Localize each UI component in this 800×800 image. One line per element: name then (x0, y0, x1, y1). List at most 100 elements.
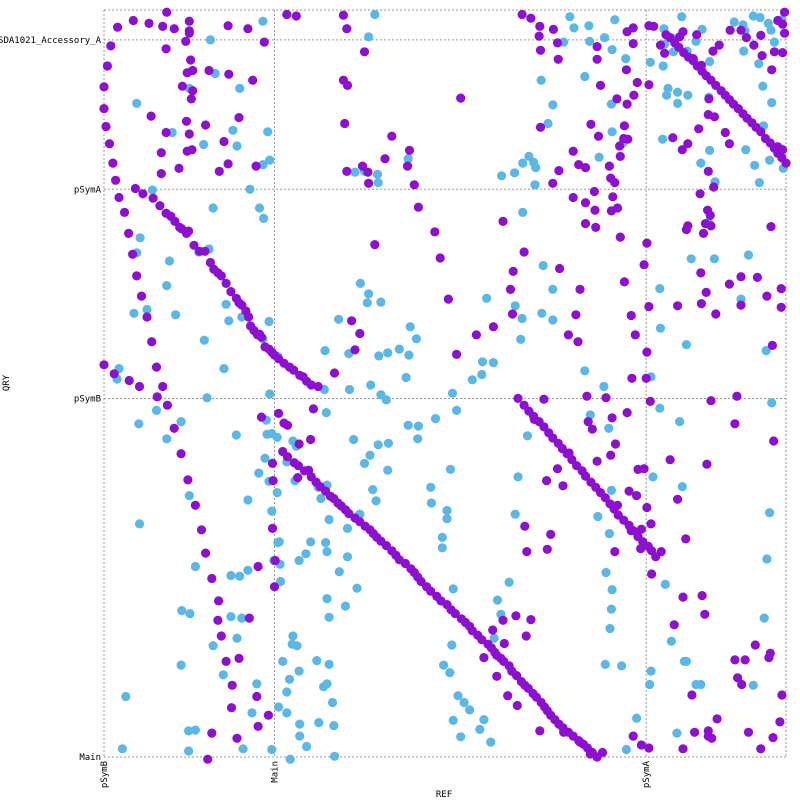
forward-point (267, 744, 277, 755)
reverse-point (564, 448, 574, 458)
forward-point (259, 213, 269, 223)
reverse-point (776, 302, 786, 312)
forward-point (334, 567, 344, 577)
reverse-point (402, 161, 413, 171)
forward-point (683, 90, 693, 100)
reverse-point (508, 266, 518, 276)
forward-point (319, 682, 329, 692)
reverse-point (677, 145, 687, 155)
reverse-point (426, 586, 436, 596)
reverse-point (665, 455, 675, 465)
forward-point (171, 310, 181, 320)
reverse-point (443, 294, 453, 304)
reverse-point (499, 638, 509, 649)
forward-point (312, 656, 322, 666)
reverse-point (263, 710, 273, 720)
forward-point (254, 203, 265, 213)
reverse-point (156, 169, 166, 179)
reverse-point (582, 391, 592, 401)
reverse-point (615, 151, 625, 161)
reverse-point (186, 55, 196, 65)
forward-point (475, 724, 485, 735)
grid-lines (103, 9, 787, 758)
reverse-point (111, 175, 121, 185)
forward-point (537, 308, 547, 318)
reverse-point (733, 673, 743, 683)
reverse-point (606, 450, 616, 460)
forward-point (218, 670, 228, 680)
reverse-point (498, 216, 508, 226)
forward-point (755, 12, 765, 23)
reverse-point (201, 120, 211, 130)
reverse-point (108, 158, 118, 168)
reverse-point (176, 449, 186, 459)
reverse-point (146, 111, 156, 121)
forward-point (121, 691, 131, 702)
reverse-point (750, 640, 760, 650)
forward-point (185, 609, 195, 619)
forward-point (295, 731, 305, 741)
reverse-point (778, 19, 788, 29)
reverse-point (256, 412, 267, 422)
forward-point (262, 429, 272, 439)
forward-point (510, 509, 520, 519)
reverse-point (767, 65, 777, 75)
forward-point (265, 389, 275, 399)
reverse-point (340, 118, 350, 129)
reverse-point (293, 461, 303, 471)
forward-point (452, 405, 462, 415)
forward-point (147, 185, 157, 195)
forward-point (437, 532, 447, 543)
forward-point (646, 666, 656, 676)
reverse-point (756, 744, 766, 754)
forward-point (151, 405, 162, 415)
forward-point (314, 718, 324, 728)
forward-point (430, 414, 441, 424)
reverse-point (700, 219, 711, 229)
forward-point (445, 668, 455, 678)
reverse-point (162, 7, 172, 17)
reverse-point (552, 464, 563, 474)
forward-point (372, 169, 383, 179)
forward-point (404, 350, 414, 360)
forward-point (673, 98, 683, 108)
forward-point (754, 178, 765, 188)
forward-point (584, 21, 594, 31)
reverse-alignment-points (99, 7, 791, 764)
reverse-point (214, 166, 224, 176)
forward-point (135, 233, 145, 243)
reverse-point (621, 65, 632, 75)
forward-point (600, 659, 610, 670)
forward-point (543, 118, 553, 129)
reverse-point (593, 131, 604, 141)
forward-point (176, 417, 186, 427)
forward-point (604, 529, 615, 539)
reverse-point (724, 139, 735, 149)
reverse-point (234, 653, 244, 664)
forward-point (371, 496, 381, 506)
reverse-point (687, 690, 697, 700)
forward-point (199, 139, 209, 150)
reverse-point (580, 198, 591, 208)
forward-point (272, 488, 282, 498)
reverse-point (636, 740, 647, 750)
forward-point (278, 656, 288, 667)
forward-point (509, 168, 520, 178)
reverse-point (294, 439, 304, 449)
forward-point (729, 17, 739, 27)
forward-point (370, 9, 380, 20)
reverse-point (213, 615, 223, 625)
reverse-point (203, 754, 213, 764)
reverse-point (200, 246, 210, 256)
forward-point (403, 420, 413, 430)
forward-point (765, 508, 775, 518)
forward-point (324, 659, 334, 670)
reverse-point (695, 189, 705, 199)
reverse-point (703, 166, 713, 176)
forward-point (359, 458, 370, 468)
forward-point (383, 465, 393, 475)
reverse-point (99, 360, 109, 370)
forward-point (265, 155, 275, 165)
reverse-point (119, 207, 130, 217)
